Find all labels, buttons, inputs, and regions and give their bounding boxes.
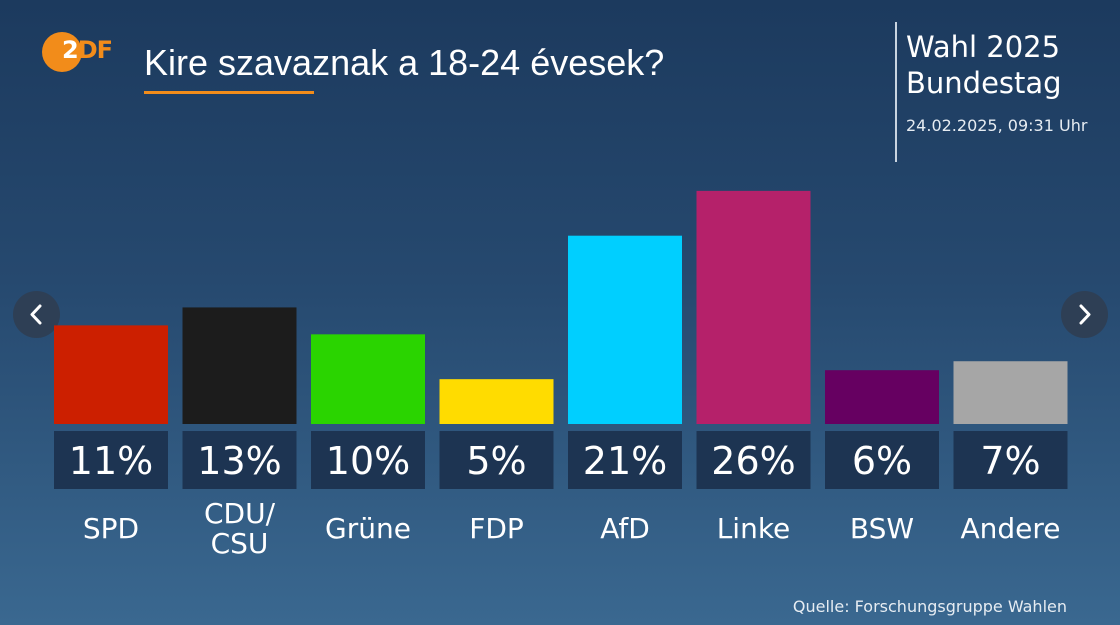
data-label: 13%	[197, 439, 281, 483]
category-label: FDP	[469, 512, 524, 545]
bar	[696, 190, 811, 424]
brand-line2: Bundestag	[906, 66, 1062, 100]
logo-text-rest: DF	[77, 36, 113, 64]
value-label-box	[825, 431, 939, 489]
value-label-box	[953, 431, 1068, 489]
logo-text: 2DF	[62, 36, 113, 64]
bar	[825, 370, 939, 424]
category-label: AfD	[600, 512, 650, 545]
timestamp: 24.02.2025, 09:31 Uhr	[906, 116, 1088, 135]
value-label-box	[311, 431, 425, 489]
data-label: 6%	[852, 439, 912, 483]
value-label-box	[182, 431, 297, 489]
bar	[953, 361, 1068, 424]
category-label: Grüne	[325, 512, 411, 545]
category-label: Andere	[960, 512, 1060, 545]
bar	[568, 235, 682, 424]
chart-title: Kire szavaznak a 18-24 évesek?	[144, 42, 665, 83]
chevron-left-icon	[30, 304, 42, 325]
bar	[182, 307, 297, 424]
data-label: 26%	[711, 439, 795, 483]
source-note: Quelle: Forschungsgruppe Wahlen	[792, 597, 1067, 616]
header-divider	[895, 22, 897, 162]
category-label: Linke	[717, 512, 791, 545]
logo-circle	[42, 32, 82, 72]
category-label: BSW	[850, 512, 914, 545]
category-label: SPD	[83, 512, 139, 545]
bar	[54, 325, 168, 424]
zdf-logo: 2DF	[42, 32, 118, 72]
chevron-right-icon	[1079, 304, 1091, 325]
data-label: 5%	[466, 439, 526, 483]
logo-text-first: 2	[62, 36, 79, 64]
data-label: 21%	[583, 439, 667, 483]
data-label: 11%	[69, 439, 153, 483]
value-label-box	[568, 431, 682, 489]
data-label: 7%	[980, 439, 1040, 483]
title-underline	[144, 91, 314, 94]
value-label-box	[696, 431, 811, 489]
category-label: CDU/CSU	[204, 497, 276, 560]
value-label-box	[54, 431, 168, 489]
brand-line1: Wahl 2025	[906, 30, 1061, 64]
value-label-box	[439, 431, 554, 489]
bar	[439, 379, 554, 424]
bar	[311, 334, 425, 424]
prev-button[interactable]	[13, 291, 60, 338]
next-button[interactable]	[1061, 291, 1108, 338]
data-label: 10%	[326, 439, 410, 483]
